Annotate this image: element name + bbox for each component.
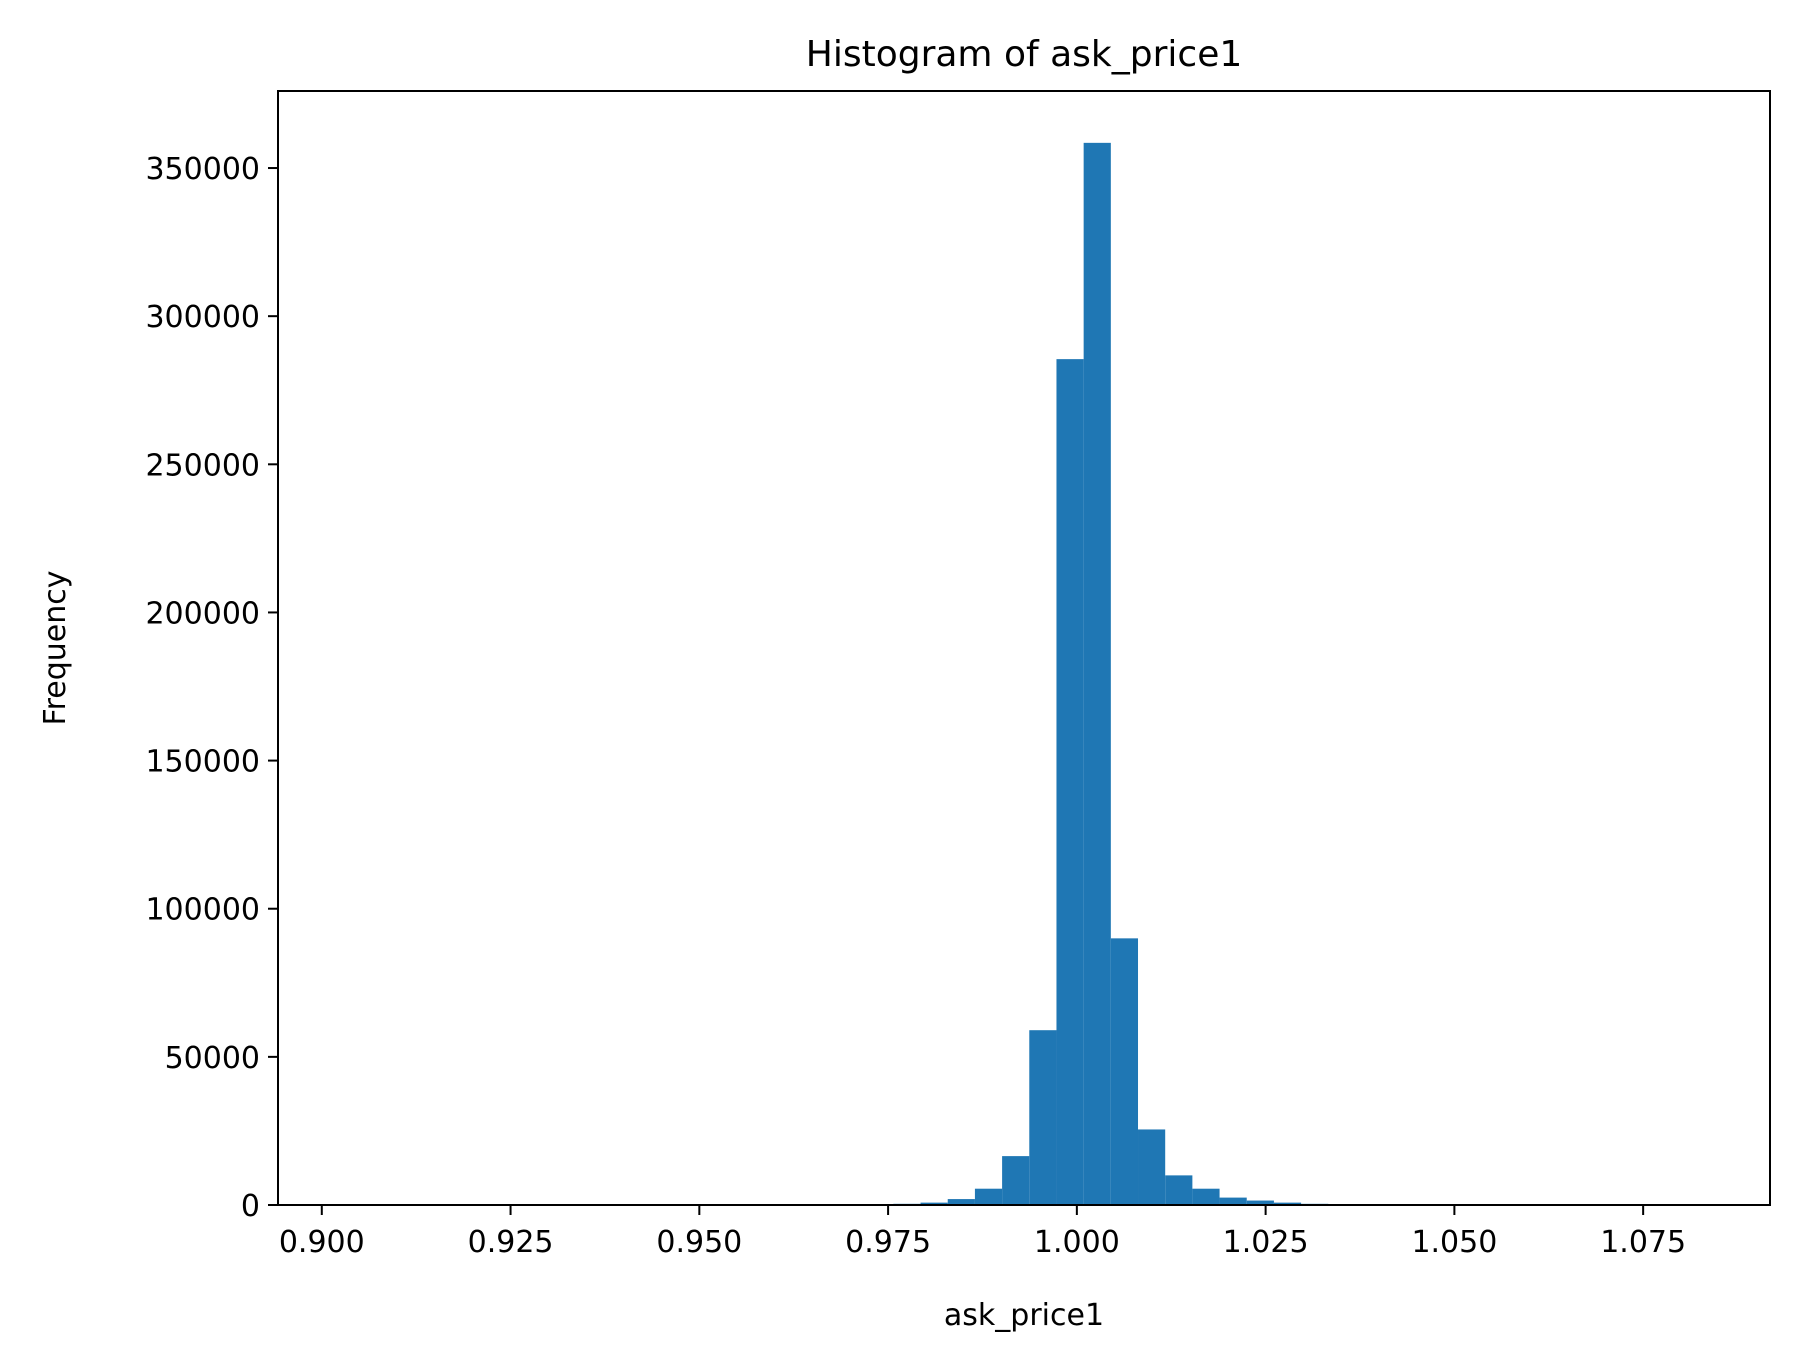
x-tick-label: 1.000 [1034, 1225, 1120, 1260]
histogram-bar [1138, 1129, 1166, 1205]
y-tick-label: 100000 [145, 893, 260, 928]
histogram-bar [1219, 1197, 1247, 1205]
x-tick-label: 1.025 [1223, 1225, 1309, 1260]
histogram-bar [920, 1202, 948, 1205]
histogram-bars [866, 142, 1356, 1206]
x-axis-ticks: 0.900 0.925 0.950 0.975 1.000 1.025 1.050 1.075 [279, 1205, 1686, 1260]
y-tick-label: 250000 [145, 448, 260, 483]
x-tick-label: 1.075 [1600, 1225, 1686, 1260]
histogram-bar [1192, 1188, 1220, 1205]
x-axis-label: ask_price1 [944, 1298, 1104, 1333]
histogram-bar [1056, 359, 1084, 1205]
histogram-bar [1165, 1175, 1193, 1205]
histogram-bar [1273, 1202, 1302, 1205]
plot-area-frame [277, 90, 1771, 1206]
histogram-bar [1110, 938, 1139, 1205]
x-tick-label: 0.900 [279, 1225, 365, 1260]
y-tick-label: 0 [241, 1189, 260, 1224]
histogram-bar [1029, 1030, 1057, 1205]
y-tick-label: 200000 [145, 596, 260, 631]
y-axis-ticks: 0 50000 100000 150000 200000 250000 300000 3500… [145, 152, 278, 1224]
histogram-bar [1246, 1200, 1274, 1205]
histogram-bar [1002, 1156, 1030, 1205]
x-tick-label: 1.050 [1411, 1225, 1497, 1260]
y-tick-label: 150000 [145, 745, 260, 780]
histogram-bar [974, 1188, 1003, 1205]
y-tick-label: 350000 [145, 152, 260, 187]
y-tick-label: 50000 [165, 1041, 260, 1076]
x-tick-label: 0.950 [656, 1225, 742, 1260]
chart-title: Histogram of ask_price1 [806, 34, 1243, 75]
x-tick-label: 0.975 [845, 1225, 931, 1260]
y-axis-label: Frequency [38, 571, 73, 726]
x-tick-label: 0.925 [468, 1225, 554, 1260]
histogram-bar [1083, 142, 1111, 1206]
y-tick-label: 300000 [145, 300, 260, 335]
histogram-bar [947, 1199, 975, 1205]
